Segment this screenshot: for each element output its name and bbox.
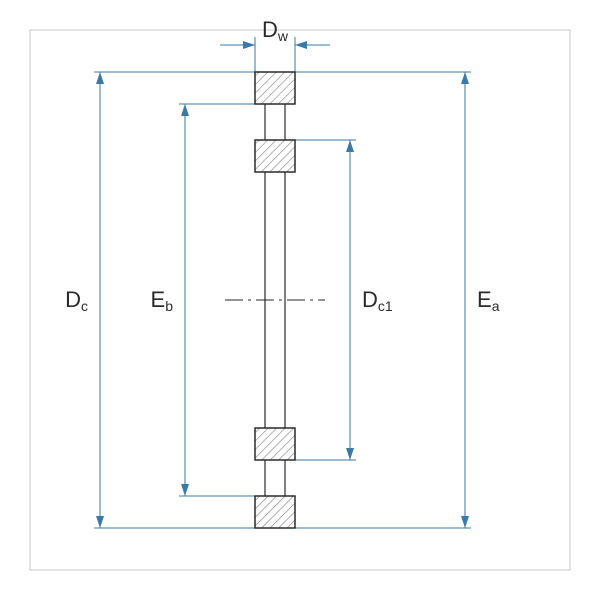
roller-inner-bot [255, 428, 295, 460]
label-dc1: Dc1 [362, 287, 393, 314]
label-dw: Dw [262, 17, 289, 44]
roller-outer-top [255, 72, 295, 104]
roller-inner-top [255, 140, 295, 172]
label-ea: Ea [477, 287, 500, 314]
label-dc: Dc [65, 287, 88, 314]
label-eb: Eb [151, 287, 174, 314]
roller-outer-bot [255, 496, 295, 528]
